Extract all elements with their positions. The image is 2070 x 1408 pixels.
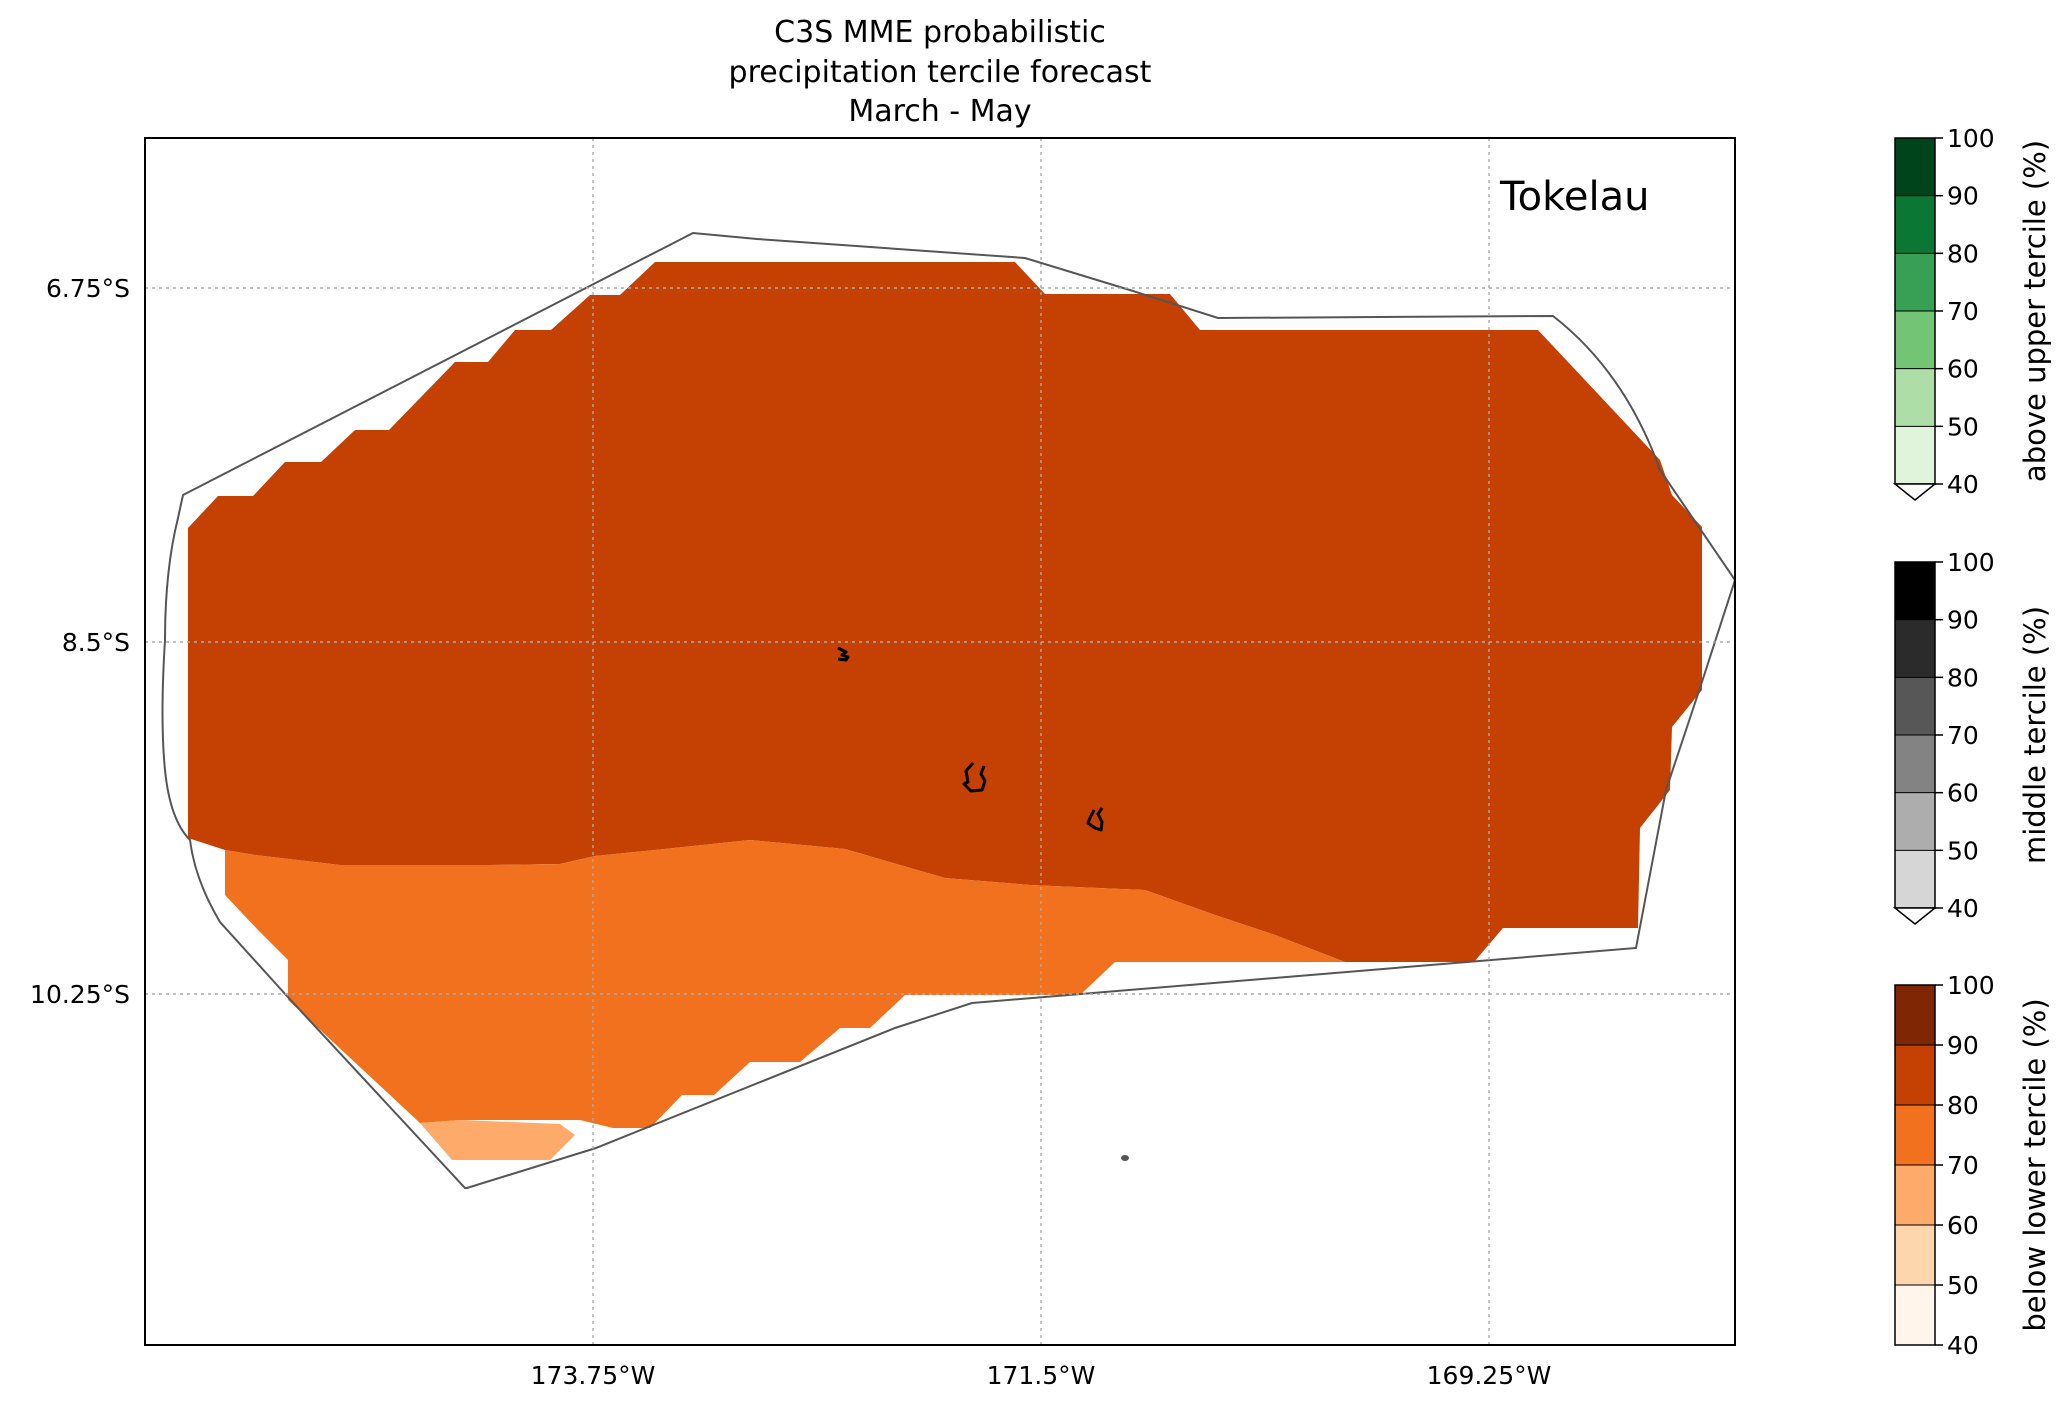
colorbar-swatch — [1895, 850, 1935, 908]
colorbar-swatch — [1895, 1105, 1935, 1165]
prob-fill-70-80 — [225, 840, 1345, 1128]
colorbar-label: below lower tercile (%) — [2018, 998, 2052, 1331]
colorbar-tick-label: 70 — [1947, 721, 1979, 750]
colorbar-tick-label: 90 — [1947, 1031, 1979, 1060]
colorbar-2: 100 90 80 70 60 50 40 middle tercile (%) — [1892, 548, 2052, 925]
colorbar-extend-arrow — [1892, 483, 1938, 501]
colorbar-swatch — [1895, 1285, 1935, 1345]
lon-tick-label: 171.5°W — [987, 1361, 1096, 1390]
colorbar-tick-label: 60 — [1947, 355, 1979, 384]
colorbar-tick-label: 80 — [1947, 239, 1979, 268]
colorbar-swatch — [1895, 619, 1935, 678]
colorbar-swatch — [1895, 562, 1935, 620]
colorbar-tick-label: 100 — [1947, 548, 1995, 577]
lon-tick-labels: 173.75°W 171.5°W 169.25°W — [531, 1361, 1552, 1390]
colorbar-3: 100 90 80 70 60 50 40 below lower tercile (%) — [1894, 971, 2052, 1360]
swains-island — [1121, 1155, 1129, 1161]
colorbar-tick-label: 80 — [1947, 1091, 1979, 1120]
colorbar-swatch — [1895, 311, 1935, 369]
lat-tick-label: 8.5°S — [62, 628, 130, 657]
lat-tick-labels: 6.75°S 8.5°S 10.25°S — [30, 274, 130, 1009]
colorbar-swatch — [1895, 138, 1935, 196]
colorbar-tick-label: 90 — [1947, 606, 1979, 635]
colorbar-swatch — [1895, 368, 1935, 427]
map-panel: Tokelau 6.75°S 8.5°S 10.25°S 173.75°W 17… — [30, 137, 1736, 1390]
colorbar-tick-label: 90 — [1947, 182, 1979, 211]
atoll-nukunonu — [962, 762, 987, 793]
colorbar-swatch — [1895, 195, 1935, 254]
colorbar-tick-label: 100 — [1947, 971, 1995, 1000]
gridlines — [145, 138, 1735, 1345]
colorbar-tick-label: 70 — [1947, 297, 1979, 326]
title-line-2: precipitation tercile forecast — [729, 55, 1152, 90]
colorbar-tick-label: 70 — [1947, 1151, 1979, 1180]
colorbar-tick-label: 50 — [1947, 836, 1979, 865]
colorbar-tick-label: 50 — [1947, 412, 1979, 441]
colorbar-swatch — [1895, 1225, 1935, 1285]
atoll-atafu — [837, 646, 850, 662]
colorbar-swatch — [1895, 426, 1935, 484]
lat-tick-label: 6.75°S — [46, 274, 130, 303]
lat-tick-label: 10.25°S — [30, 980, 130, 1009]
colorbar-swatch — [1895, 985, 1935, 1045]
colorbar-tick-label: 60 — [1947, 1211, 1979, 1240]
colorbar-label: above upper tercile (%) — [2018, 140, 2052, 482]
atoll-outlines — [837, 646, 1104, 832]
title-line-1: C3S MME probabilistic — [774, 15, 1106, 50]
lon-tick-label: 169.25°W — [1427, 1361, 1552, 1390]
prob-fill-60-70 — [420, 1120, 575, 1160]
colorbar-swatch — [1895, 735, 1935, 793]
region-label: Tokelau — [1499, 174, 1649, 220]
prob-fill-80-90 — [188, 262, 1702, 962]
colorbar-tick-label: 50 — [1947, 1271, 1979, 1300]
colorbar-label: middle tercile (%) — [2018, 606, 2052, 864]
colorbar-tick-label: 60 — [1947, 779, 1979, 808]
colorbar-swatch — [1895, 1165, 1935, 1225]
colorbar-tick-label: 40 — [1947, 470, 1979, 499]
colorbar-swatch — [1895, 253, 1935, 311]
colorbar-1: 100 90 80 70 60 50 40 above upper tercile (%) — [1892, 124, 2052, 501]
colorbar-swatch — [1895, 792, 1935, 851]
map-frame — [144, 137, 1736, 1346]
colorbar-tick-label: 80 — [1947, 663, 1979, 692]
lon-tick-label: 173.75°W — [531, 1361, 656, 1390]
title-line-3: March - May — [848, 94, 1031, 129]
eez-boundary — [161, 231, 1735, 1189]
colorbar-extend-arrow — [1892, 907, 1938, 925]
colorbar-tick-label: 40 — [1947, 1331, 1979, 1360]
figure-title: C3S MME probabilistic precipitation terc… — [729, 15, 1152, 129]
colorbar-swatch — [1895, 677, 1935, 735]
colorbar-tick-label: 100 — [1947, 124, 1995, 153]
atoll-fakaofo — [1086, 807, 1104, 832]
colorbar-tick-label: 40 — [1947, 894, 1979, 923]
colorbar-swatch — [1895, 1045, 1935, 1105]
